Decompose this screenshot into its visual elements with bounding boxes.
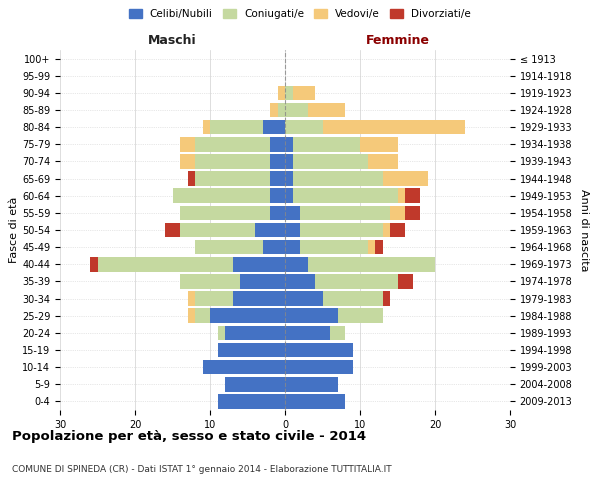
Bar xyxy=(398,188,405,203)
Bar xyxy=(263,240,285,254)
Bar xyxy=(285,360,353,374)
Bar xyxy=(285,292,323,306)
Bar xyxy=(187,292,195,306)
Bar xyxy=(285,308,337,323)
Bar xyxy=(180,222,255,238)
Bar xyxy=(285,120,323,134)
Bar xyxy=(97,257,233,272)
Bar xyxy=(308,102,345,118)
Bar xyxy=(270,137,285,152)
Bar xyxy=(285,137,293,152)
Bar xyxy=(367,240,375,254)
Bar xyxy=(383,172,427,186)
Bar xyxy=(323,120,465,134)
Bar xyxy=(337,308,383,323)
Bar xyxy=(285,394,345,408)
Bar xyxy=(323,292,383,306)
Bar xyxy=(203,120,210,134)
Bar xyxy=(285,86,293,100)
Bar xyxy=(398,274,413,288)
Bar xyxy=(187,308,195,323)
Y-axis label: Anni di nascita: Anni di nascita xyxy=(579,188,589,271)
Bar xyxy=(225,377,285,392)
Bar xyxy=(233,292,285,306)
Text: Popolazione per età, sesso e stato civile - 2014: Popolazione per età, sesso e stato civil… xyxy=(12,430,366,443)
Bar xyxy=(270,188,285,203)
Bar xyxy=(405,206,420,220)
Y-axis label: Fasce di età: Fasce di età xyxy=(9,197,19,263)
Text: COMUNE DI SPINEDA (CR) - Dati ISTAT 1° gennaio 2014 - Elaborazione TUTTITALIA.IT: COMUNE DI SPINEDA (CR) - Dati ISTAT 1° g… xyxy=(12,465,392,474)
Bar xyxy=(383,292,390,306)
Bar xyxy=(375,240,383,254)
Bar xyxy=(285,274,315,288)
Bar xyxy=(293,154,367,168)
Bar xyxy=(285,172,293,186)
Bar xyxy=(180,274,240,288)
Bar xyxy=(285,326,330,340)
Bar xyxy=(180,206,270,220)
Bar xyxy=(165,222,180,238)
Bar xyxy=(293,172,383,186)
Bar xyxy=(277,86,285,100)
Bar xyxy=(218,342,285,357)
Bar xyxy=(315,274,398,288)
Bar xyxy=(383,222,390,238)
Bar xyxy=(180,137,195,152)
Bar xyxy=(203,360,285,374)
Bar xyxy=(270,172,285,186)
Bar xyxy=(90,257,97,272)
Bar xyxy=(390,222,405,238)
Bar xyxy=(218,394,285,408)
Bar xyxy=(218,326,225,340)
Bar xyxy=(285,102,308,118)
Bar xyxy=(285,206,300,220)
Bar xyxy=(233,257,285,272)
Bar xyxy=(405,188,420,203)
Bar xyxy=(210,120,263,134)
Bar xyxy=(293,137,360,152)
Bar xyxy=(195,137,270,152)
Bar xyxy=(240,274,285,288)
Bar xyxy=(195,308,210,323)
Legend: Celibi/Nubili, Coniugati/e, Vedovi/e, Divorziati/e: Celibi/Nubili, Coniugati/e, Vedovi/e, Di… xyxy=(125,5,475,24)
Bar xyxy=(330,326,345,340)
Text: Femmine: Femmine xyxy=(365,34,430,48)
Bar xyxy=(285,154,293,168)
Bar xyxy=(308,257,435,272)
Bar xyxy=(173,188,270,203)
Bar xyxy=(210,308,285,323)
Bar xyxy=(270,102,277,118)
Bar xyxy=(285,377,337,392)
Bar xyxy=(195,292,233,306)
Bar xyxy=(285,222,300,238)
Bar xyxy=(255,222,285,238)
Bar xyxy=(195,240,263,254)
Bar xyxy=(390,206,405,220)
Bar xyxy=(285,188,293,203)
Text: Maschi: Maschi xyxy=(148,34,197,48)
Bar xyxy=(285,342,353,357)
Bar xyxy=(277,102,285,118)
Bar xyxy=(195,172,270,186)
Bar xyxy=(367,154,398,168)
Bar xyxy=(285,257,308,272)
Bar xyxy=(270,154,285,168)
Bar xyxy=(293,86,315,100)
Bar xyxy=(180,154,195,168)
Bar xyxy=(300,206,390,220)
Bar xyxy=(300,222,383,238)
Bar xyxy=(195,154,270,168)
Bar xyxy=(285,240,300,254)
Bar xyxy=(300,240,367,254)
Bar xyxy=(225,326,285,340)
Bar xyxy=(360,137,398,152)
Bar xyxy=(263,120,285,134)
Bar xyxy=(270,206,285,220)
Bar xyxy=(187,172,195,186)
Bar xyxy=(293,188,398,203)
